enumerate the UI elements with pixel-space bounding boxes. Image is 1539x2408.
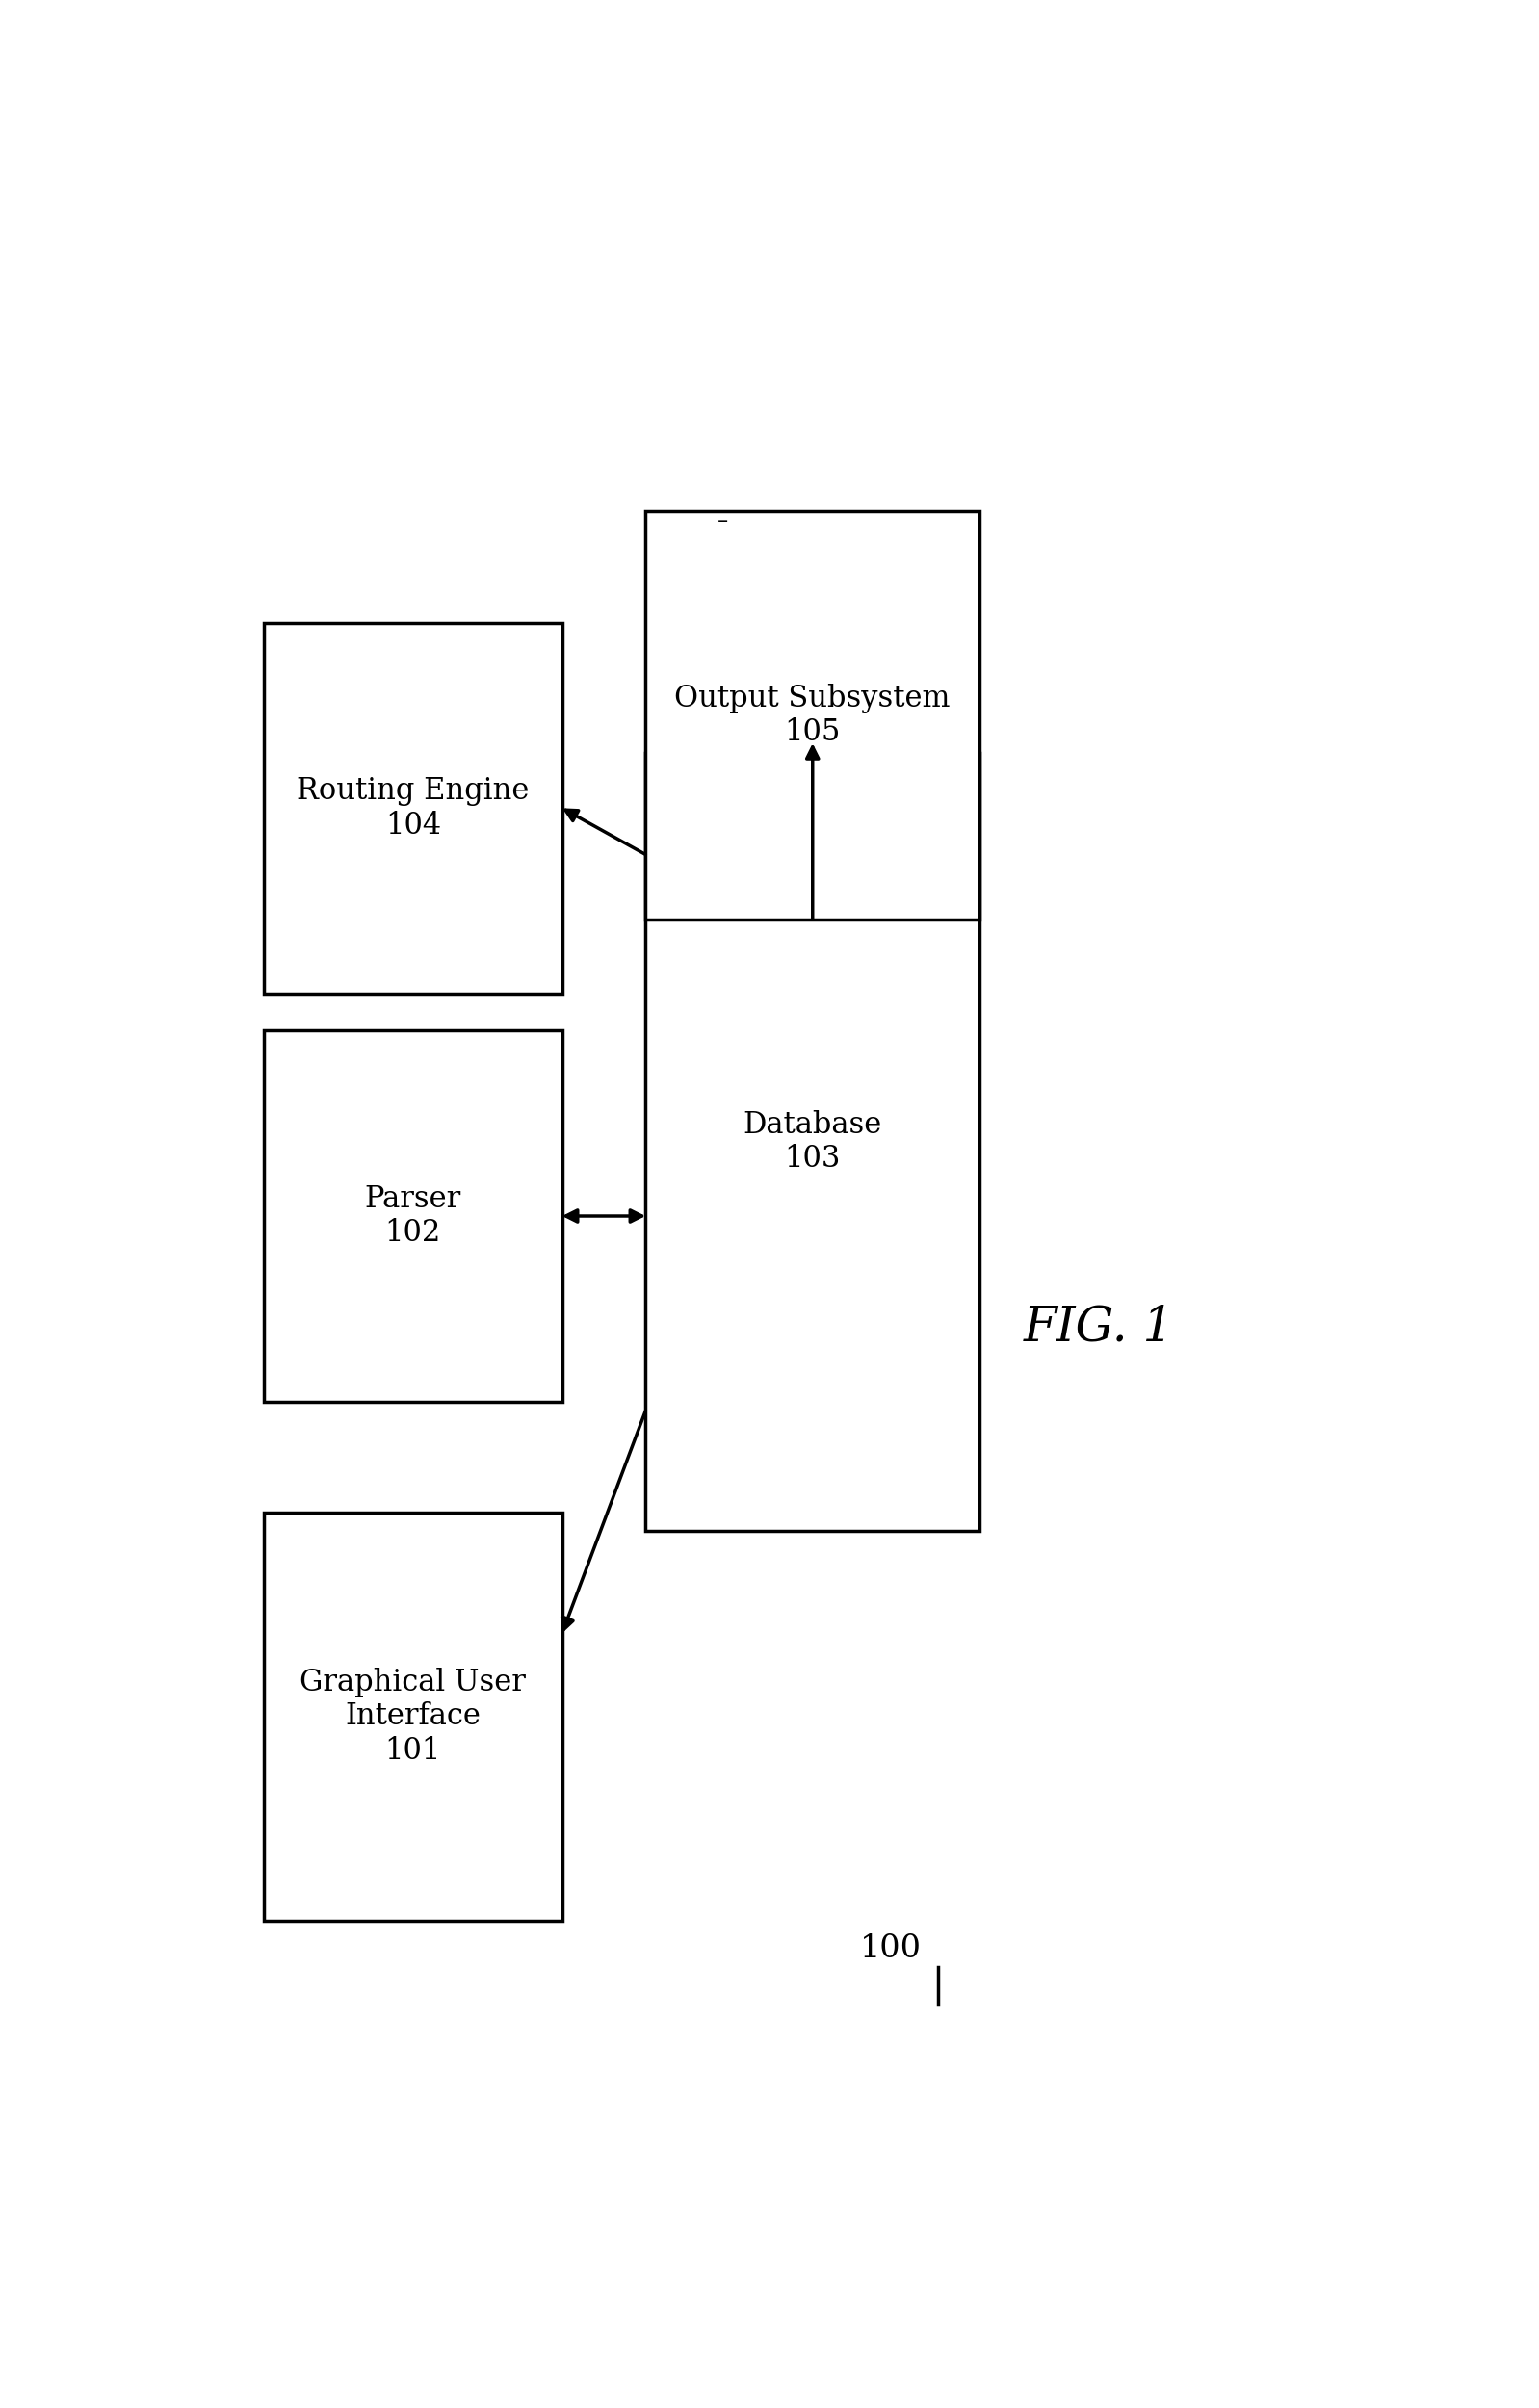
Bar [646,510,980,920]
Text: –: – [717,510,728,530]
Bar [265,1031,562,1401]
Bar [646,751,980,1531]
Bar [265,1512,562,1922]
Text: Routing Engine
104: Routing Engine 104 [297,775,529,840]
Text: Output Subsystem
105: Output Subsystem 105 [674,684,951,746]
Text: Parser
102: Parser 102 [365,1185,462,1247]
Text: Graphical User
Interface
101: Graphical User Interface 101 [300,1666,526,1765]
Text: FIG. 1: FIG. 1 [1023,1303,1174,1351]
Bar [265,624,562,995]
Text: Database
103: Database 103 [743,1110,882,1175]
Text: 100: 100 [860,1934,922,1965]
